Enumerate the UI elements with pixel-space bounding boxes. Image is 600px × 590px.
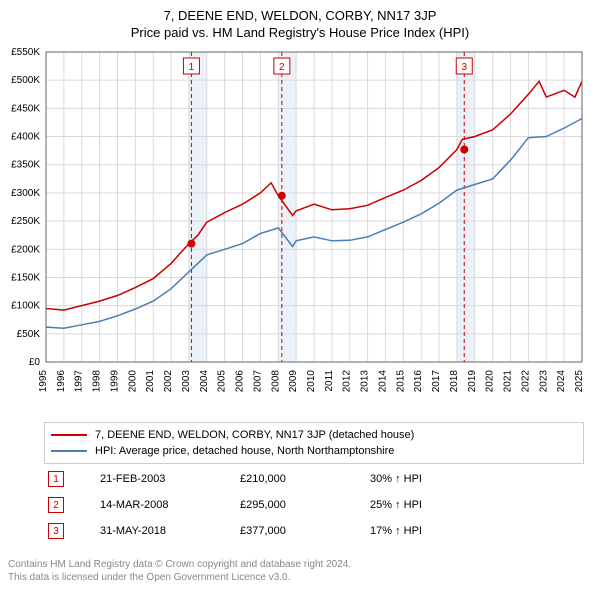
svg-text:£400K: £400K — [11, 132, 40, 143]
svg-text:2008: 2008 — [270, 370, 281, 393]
svg-text:1997: 1997 — [74, 370, 85, 393]
chart-svg: 123£0£50K£100K£150K£200K£250K£300K£350K£… — [44, 50, 584, 410]
transaction-badge: 3 — [48, 523, 64, 539]
footer-line1: Contains HM Land Registry data © Crown c… — [8, 558, 351, 571]
svg-text:2013: 2013 — [360, 370, 371, 393]
svg-text:2007: 2007 — [252, 370, 263, 393]
svg-text:£500K: £500K — [11, 75, 40, 86]
svg-text:2009: 2009 — [288, 370, 299, 393]
svg-text:£300K: £300K — [11, 188, 40, 199]
transaction-date: 14-MAR-2008 — [100, 499, 240, 511]
svg-text:2006: 2006 — [235, 370, 246, 393]
svg-text:2005: 2005 — [217, 370, 228, 393]
svg-text:2004: 2004 — [199, 370, 210, 393]
table-row: 2 14-MAR-2008 £295,000 25% ↑ HPI — [44, 492, 584, 518]
svg-text:2: 2 — [279, 62, 285, 73]
svg-text:2020: 2020 — [485, 370, 496, 393]
title-block: 7, DEENE END, WELDON, CORBY, NN17 3JP Pr… — [0, 0, 600, 40]
svg-text:£250K: £250K — [11, 216, 40, 227]
svg-text:2024: 2024 — [556, 370, 567, 393]
svg-text:£350K: £350K — [11, 160, 40, 171]
transactions-table: 1 21-FEB-2003 £210,000 30% ↑ HPI 2 14-MA… — [44, 466, 584, 544]
svg-text:2019: 2019 — [467, 370, 478, 393]
svg-text:1: 1 — [189, 62, 195, 73]
transaction-date: 21-FEB-2003 — [100, 473, 240, 485]
svg-text:£150K: £150K — [11, 272, 40, 283]
svg-text:2014: 2014 — [377, 370, 388, 393]
svg-text:2012: 2012 — [342, 370, 353, 393]
svg-text:2018: 2018 — [449, 370, 460, 393]
legend-row-hpi: HPI: Average price, detached house, Nort… — [51, 443, 577, 459]
transaction-delta: 25% ↑ HPI — [370, 499, 490, 511]
transaction-delta: 17% ↑ HPI — [370, 525, 490, 537]
svg-text:2011: 2011 — [324, 370, 335, 392]
transaction-badge: 2 — [48, 497, 64, 513]
svg-text:2017: 2017 — [431, 370, 442, 393]
footer-line2: This data is licensed under the Open Gov… — [8, 571, 351, 584]
svg-text:1995: 1995 — [38, 370, 49, 393]
svg-text:1999: 1999 — [109, 370, 120, 393]
price-chart: 123£0£50K£100K£150K£200K£250K£300K£350K£… — [44, 50, 584, 410]
svg-text:£200K: £200K — [11, 244, 40, 255]
svg-text:£450K: £450K — [11, 103, 40, 114]
page-subtitle: Price paid vs. HM Land Registry's House … — [0, 25, 600, 40]
transaction-badge: 1 — [48, 471, 64, 487]
transaction-price: £210,000 — [240, 473, 370, 485]
legend-label-property: 7, DEENE END, WELDON, CORBY, NN17 3JP (d… — [95, 429, 414, 441]
svg-text:2021: 2021 — [503, 370, 514, 393]
transaction-price: £377,000 — [240, 525, 370, 537]
footer: Contains HM Land Registry data © Crown c… — [8, 558, 351, 584]
svg-text:£100K: £100K — [11, 301, 40, 312]
svg-text:£50K: £50K — [17, 329, 41, 340]
legend-swatch-property — [51, 434, 87, 436]
page-title: 7, DEENE END, WELDON, CORBY, NN17 3JP — [0, 8, 600, 23]
svg-text:2023: 2023 — [538, 370, 549, 393]
svg-text:2001: 2001 — [145, 370, 156, 393]
svg-text:2015: 2015 — [395, 370, 406, 393]
svg-text:£550K: £550K — [11, 47, 40, 58]
page-container: 7, DEENE END, WELDON, CORBY, NN17 3JP Pr… — [0, 0, 600, 590]
svg-text:1996: 1996 — [56, 370, 67, 393]
svg-text:2022: 2022 — [520, 370, 531, 393]
legend: 7, DEENE END, WELDON, CORBY, NN17 3JP (d… — [44, 422, 584, 464]
svg-text:2010: 2010 — [306, 370, 317, 393]
transaction-delta: 30% ↑ HPI — [370, 473, 490, 485]
table-row: 1 21-FEB-2003 £210,000 30% ↑ HPI — [44, 466, 584, 492]
svg-text:£0: £0 — [29, 357, 41, 368]
transaction-price: £295,000 — [240, 499, 370, 511]
legend-label-hpi: HPI: Average price, detached house, Nort… — [95, 445, 394, 457]
transaction-date: 31-MAY-2018 — [100, 525, 240, 537]
svg-text:1998: 1998 — [92, 370, 103, 393]
svg-text:2000: 2000 — [127, 370, 138, 393]
legend-row-property: 7, DEENE END, WELDON, CORBY, NN17 3JP (d… — [51, 427, 577, 443]
svg-text:2002: 2002 — [163, 370, 174, 393]
svg-text:2025: 2025 — [574, 370, 585, 393]
legend-swatch-hpi — [51, 450, 87, 452]
svg-text:3: 3 — [461, 62, 467, 73]
svg-text:2016: 2016 — [413, 370, 424, 393]
svg-text:2003: 2003 — [181, 370, 192, 393]
table-row: 3 31-MAY-2018 £377,000 17% ↑ HPI — [44, 518, 584, 544]
